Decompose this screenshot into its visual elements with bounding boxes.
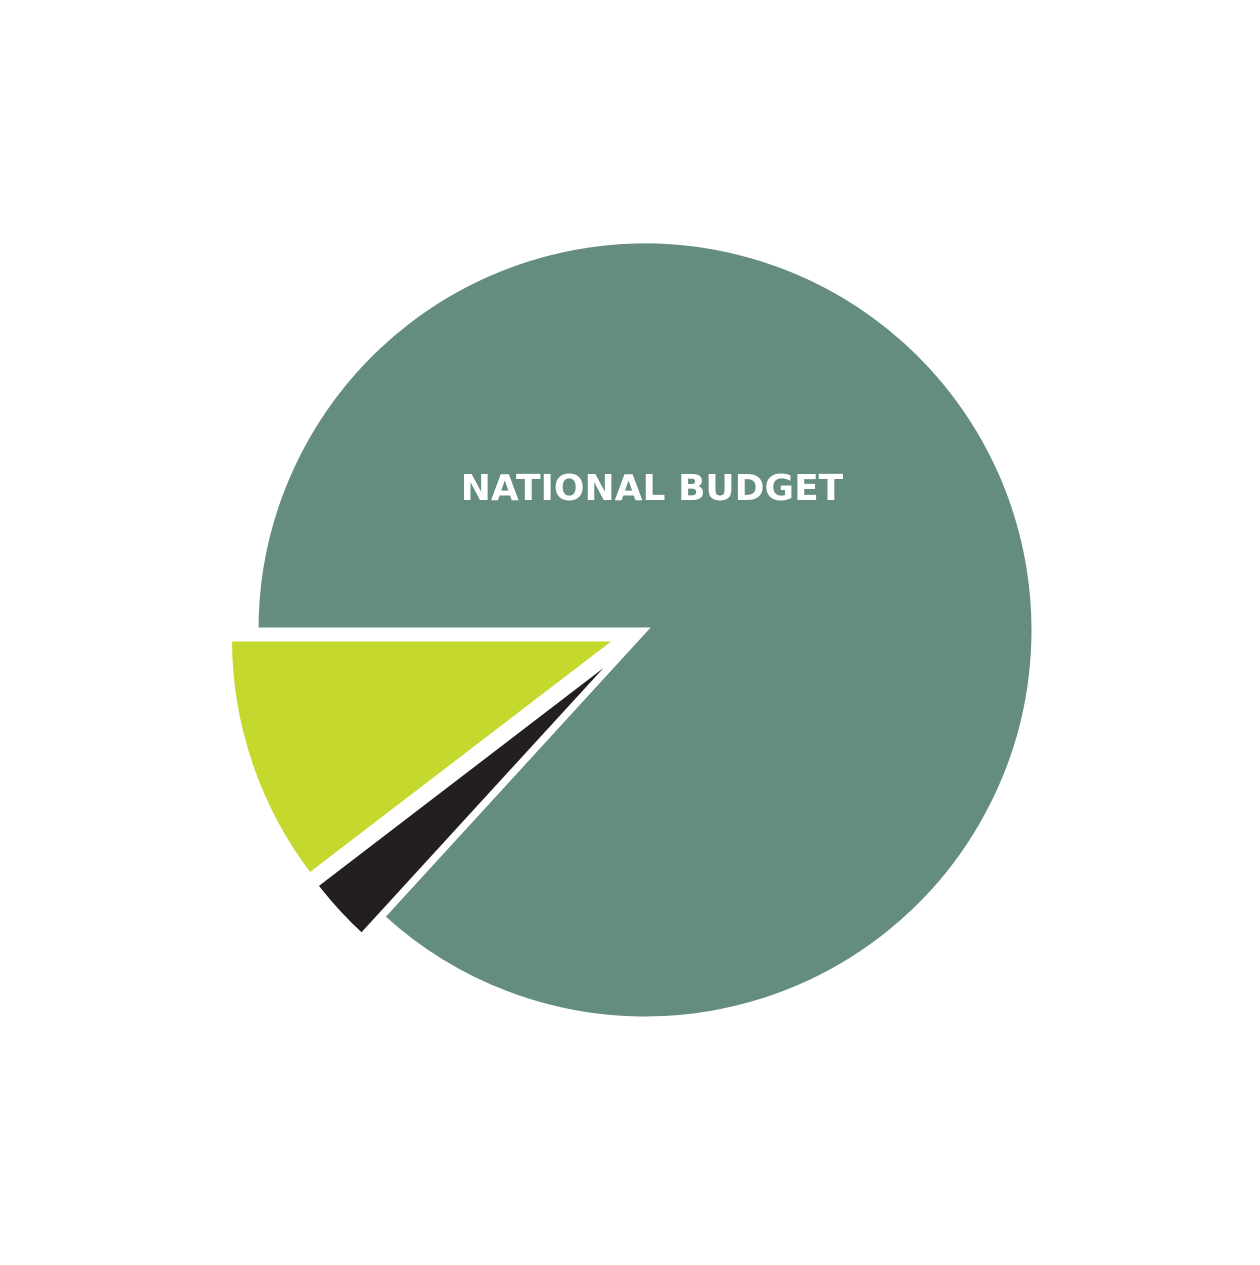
slice-label-national-budget: NATIONAL BUDGET bbox=[461, 468, 844, 509]
pie-slice-2 bbox=[311, 646, 627, 940]
pie-slices bbox=[226, 238, 1037, 1022]
pie-slice-1 bbox=[253, 238, 1037, 1022]
pie-slice-3 bbox=[226, 636, 626, 879]
